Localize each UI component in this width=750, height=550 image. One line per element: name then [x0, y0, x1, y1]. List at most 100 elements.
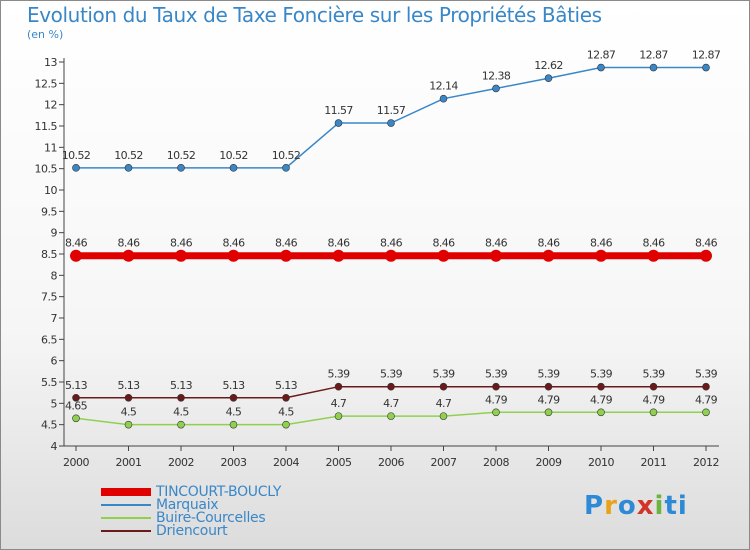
data-label: 5.13	[117, 379, 140, 392]
data-point	[700, 249, 712, 262]
data-label: 5.39	[695, 368, 718, 381]
data-label: 8.46	[537, 237, 560, 250]
data-label: 5.39	[590, 368, 613, 381]
x-tick-label: 2001	[116, 456, 142, 469]
data-label: 5.13	[65, 379, 88, 392]
y-tick-label: 5	[51, 397, 58, 410]
data-point	[647, 249, 660, 262]
data-label: 10.52	[272, 149, 301, 162]
y-tick-label: 12	[44, 99, 57, 112]
data-label: 12.87	[587, 49, 616, 62]
data-label: 12.87	[639, 49, 668, 62]
data-point	[334, 382, 343, 391]
data-point	[229, 164, 238, 172]
data-label: 11.57	[377, 104, 406, 117]
x-tick-label: 2000	[63, 456, 89, 469]
data-label: 4.7	[436, 397, 452, 410]
data-point	[229, 420, 238, 429]
data-label: 8.46	[695, 237, 718, 250]
data-point	[177, 164, 185, 172]
data-point	[70, 249, 82, 262]
data-point	[72, 414, 80, 423]
y-tick-label: 5.5	[41, 376, 57, 389]
legend-swatch	[101, 517, 151, 519]
data-point	[124, 420, 133, 429]
legend-label: Marquaix	[156, 497, 219, 513]
data-point	[122, 249, 135, 262]
x-tick-label: 2011	[641, 456, 667, 469]
chart-unit-label: (en %)	[27, 28, 64, 41]
x-tick-label: 2012	[693, 456, 719, 469]
data-label: 11.57	[324, 104, 353, 117]
data-label: 4.79	[642, 393, 665, 406]
y-tick-label: 11	[44, 141, 57, 154]
data-label: 5.39	[432, 368, 455, 381]
data-label: 12.62	[534, 59, 563, 72]
data-label: 8.46	[642, 237, 665, 250]
y-tick-label: 11.5	[35, 120, 58, 133]
data-label: 12.87	[692, 49, 721, 62]
data-point	[490, 249, 502, 262]
legend-label: Driencourt	[156, 523, 228, 539]
y-tick-label: 7	[51, 312, 58, 325]
data-label: 8.46	[327, 237, 350, 250]
data-label: 5.13	[222, 379, 245, 392]
data-label: 12.38	[482, 69, 511, 82]
y-tick-label: 13	[44, 56, 57, 69]
data-point	[282, 393, 290, 402]
x-tick-label: 2007	[431, 456, 457, 469]
data-label: 5.13	[170, 379, 193, 392]
data-point	[439, 412, 448, 420]
data-label: 4.79	[485, 393, 508, 406]
data-label: 5.39	[327, 368, 350, 381]
y-tick-label: 8.5	[41, 248, 57, 261]
x-tick-label: 2006	[378, 456, 404, 469]
data-label: 4.5	[173, 406, 189, 419]
y-tick-label: 9	[51, 227, 58, 240]
y-tick-label: 10	[44, 184, 57, 197]
data-point	[282, 420, 290, 429]
data-point	[597, 408, 605, 417]
x-tick-label: 2009	[536, 456, 562, 469]
legend-swatch	[101, 504, 151, 506]
y-tick-label: 10.5	[35, 163, 58, 176]
x-tick-label: 2004	[273, 456, 299, 469]
data-point	[597, 382, 605, 391]
legend-label: TINCOURT-BOUCLY	[156, 484, 282, 500]
data-label: 8.46	[432, 237, 455, 250]
x-tick-label: 2008	[483, 456, 509, 469]
data-label: 10.52	[114, 149, 143, 162]
data-label: 4.7	[383, 397, 399, 410]
data-point	[439, 94, 448, 103]
data-point	[387, 412, 395, 420]
x-tick-label: 2010	[588, 456, 614, 469]
data-point	[702, 63, 710, 72]
data-label: 10.52	[62, 149, 91, 162]
data-point	[492, 84, 500, 93]
data-point	[387, 382, 395, 391]
data-label: 4.79	[537, 393, 560, 406]
data-label: 5.39	[485, 368, 508, 381]
data-point	[177, 393, 185, 402]
data-label: 4.7	[331, 397, 347, 410]
data-label: 4.5	[226, 406, 242, 419]
data-point	[492, 382, 500, 391]
data-label: 4.5	[278, 406, 294, 419]
data-label: 5.39	[380, 368, 403, 381]
chart-title: Evolution du Taux de Taxe Foncière sur l…	[27, 3, 602, 27]
legend-swatch	[101, 488, 151, 496]
data-label: 4.79	[590, 393, 613, 406]
data-point	[387, 119, 395, 127]
legend-label: Buire-Courcelles	[156, 510, 266, 526]
x-tick-label: 2003	[221, 456, 247, 469]
data-label: 5.13	[275, 379, 298, 392]
data-point	[597, 63, 605, 72]
y-tick-label: 6.5	[41, 333, 57, 346]
data-point	[542, 249, 555, 262]
data-label: 8.46	[485, 237, 508, 250]
data-label: 4.65	[65, 399, 88, 412]
y-tick-label: 12.5	[35, 77, 58, 90]
y-tick-label: 7.5	[41, 291, 57, 304]
data-label: 5.39	[537, 368, 560, 381]
